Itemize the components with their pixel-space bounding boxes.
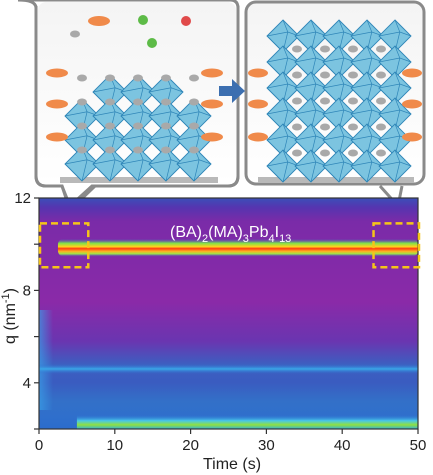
inset-final-state [244, 0, 426, 210]
cation [320, 149, 330, 157]
x-tick-label: 10 [106, 437, 123, 454]
cation [189, 98, 199, 106]
x-tick-label: 30 [258, 437, 275, 454]
cation [133, 146, 143, 154]
cation [133, 98, 143, 106]
y-axis-title: q (nm-1) [0, 288, 19, 344]
y-tick-label: 8 [23, 282, 31, 299]
cation [161, 98, 171, 106]
cation [348, 71, 358, 79]
octahedron-edge [322, 149, 356, 183]
organic-spacer [248, 132, 268, 142]
organic-spacer [201, 68, 223, 78]
plot-frame [38, 197, 419, 430]
heatmap-plot [39, 198, 418, 429]
highlight-box-0 [38, 222, 90, 269]
organic-spacer [248, 68, 268, 78]
cation [77, 98, 87, 106]
cation [105, 74, 115, 82]
cation [376, 149, 386, 157]
x-axis-title: Time (s) [203, 456, 261, 473]
cation [77, 122, 87, 130]
cation [77, 74, 87, 82]
organic-spacer [248, 99, 268, 109]
organic-spacer [88, 16, 110, 26]
cation [189, 74, 199, 82]
y-tick-label: 4 [23, 375, 31, 392]
ion-green [138, 15, 148, 25]
transition-arrow [219, 79, 245, 103]
cation [348, 45, 358, 53]
cation [348, 149, 358, 157]
cation [189, 122, 199, 130]
x-tick-label: 20 [182, 437, 199, 454]
scattering-band-2 [39, 363, 418, 374]
cation [292, 123, 302, 131]
organic-spacer [46, 132, 68, 142]
cation [320, 97, 330, 105]
ion-green [147, 38, 157, 48]
cation [376, 71, 386, 79]
cation [320, 123, 330, 131]
x-tick-label: 40 [334, 437, 351, 454]
organic-spacer [402, 132, 422, 142]
cation [320, 71, 330, 79]
cation [348, 97, 358, 105]
octahedron-edge [378, 149, 412, 183]
cation [133, 122, 143, 130]
highlight-box-1 [372, 222, 421, 269]
cation [161, 146, 171, 154]
cation [376, 123, 386, 131]
octahedron-edge [266, 149, 300, 183]
cation [105, 122, 115, 130]
heatmap-background [39, 198, 418, 429]
scattering-band-3 [76, 415, 418, 429]
cation [70, 30, 80, 38]
organic-spacer [402, 68, 422, 78]
octahedron-edge [294, 149, 328, 183]
compound-label: (BA)2(MA)3Pb4I13 [170, 224, 291, 245]
x-tick-label: 50 [410, 437, 427, 454]
cation [105, 146, 115, 154]
organic-spacer [201, 99, 223, 109]
x-tick-label: 0 [35, 437, 43, 454]
cation [161, 122, 171, 130]
inset-initial-state [17, 0, 240, 213]
organic-spacer [46, 68, 68, 78]
cation [105, 98, 115, 106]
octahedron-edge [350, 149, 384, 183]
cation [292, 71, 302, 79]
organic-spacer [402, 99, 422, 109]
cation [292, 45, 302, 53]
scattering-band-0 [57, 238, 418, 257]
cation [161, 74, 171, 82]
heatmap-left-glow [39, 310, 53, 410]
cation [77, 146, 87, 154]
ion-red [181, 16, 191, 26]
y-tick-label: 12 [14, 190, 31, 207]
cation [133, 74, 143, 82]
cation [348, 123, 358, 131]
organic-spacer [201, 132, 223, 142]
cation [320, 45, 330, 53]
cation [376, 45, 386, 53]
cation [292, 149, 302, 157]
organic-spacer [46, 99, 68, 109]
cation [376, 97, 386, 105]
cation [189, 146, 199, 154]
cation [292, 97, 302, 105]
